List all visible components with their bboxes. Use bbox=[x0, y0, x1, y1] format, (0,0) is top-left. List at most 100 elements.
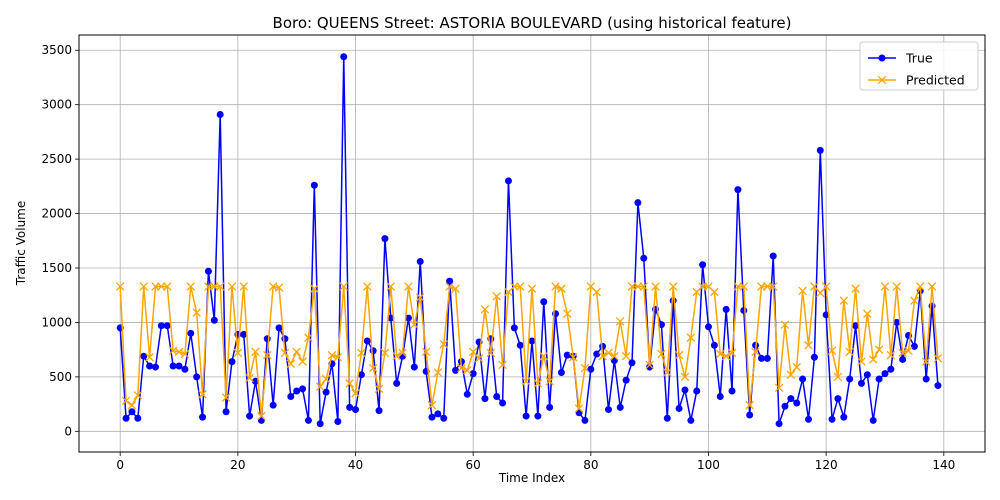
data-point bbox=[604, 406, 612, 414]
data-point bbox=[246, 412, 254, 420]
data-point bbox=[563, 351, 571, 359]
data-point bbox=[398, 348, 407, 358]
data-point bbox=[228, 358, 236, 366]
data-point bbox=[357, 371, 365, 379]
data-point bbox=[910, 296, 919, 305]
data-point bbox=[275, 324, 283, 332]
series-layer bbox=[115, 53, 943, 428]
data-point bbox=[139, 282, 148, 291]
data-point bbox=[299, 385, 307, 393]
data-point bbox=[768, 282, 778, 291]
data-point bbox=[834, 395, 842, 403]
data-point bbox=[486, 348, 496, 358]
data-point bbox=[515, 282, 525, 291]
data-point bbox=[527, 284, 537, 293]
data-point bbox=[445, 282, 454, 291]
data-point bbox=[404, 314, 412, 322]
data-point bbox=[910, 342, 918, 350]
legend-entry-predicted: Predicted bbox=[868, 73, 965, 88]
data-point bbox=[546, 403, 554, 411]
data-point bbox=[463, 390, 471, 398]
data-point bbox=[710, 341, 718, 349]
data-point bbox=[434, 410, 442, 418]
data-point bbox=[380, 348, 390, 358]
data-point bbox=[510, 324, 518, 332]
x-tick-label: 120 bbox=[815, 458, 838, 472]
data-point bbox=[298, 357, 307, 366]
x-tick-label: 140 bbox=[932, 458, 955, 472]
data-point bbox=[216, 110, 224, 118]
plot-frame bbox=[78, 34, 986, 453]
data-point bbox=[852, 322, 860, 330]
data-point bbox=[645, 360, 654, 370]
data-point bbox=[240, 330, 248, 338]
data-point bbox=[598, 351, 607, 361]
data-point bbox=[621, 351, 631, 361]
data-point bbox=[533, 379, 543, 388]
data-point bbox=[863, 309, 872, 318]
data-point bbox=[504, 177, 512, 185]
x-tick-label: 80 bbox=[583, 458, 598, 472]
y-tick-label: 1500 bbox=[41, 261, 72, 275]
data-point bbox=[769, 252, 777, 260]
data-point bbox=[522, 412, 530, 420]
data-point bbox=[381, 235, 389, 243]
data-point bbox=[663, 368, 672, 377]
data-point bbox=[568, 353, 578, 362]
data-point bbox=[734, 186, 742, 194]
data-point bbox=[528, 337, 536, 345]
data-point bbox=[792, 362, 801, 372]
data-point bbox=[604, 348, 613, 358]
data-point bbox=[539, 351, 549, 361]
data-point bbox=[269, 401, 277, 409]
data-point bbox=[310, 284, 319, 293]
data-point bbox=[310, 181, 318, 189]
data-point bbox=[140, 352, 148, 360]
data-point bbox=[128, 408, 136, 416]
data-point bbox=[192, 308, 201, 317]
data-point bbox=[416, 257, 424, 265]
data-point bbox=[634, 199, 642, 207]
data-point bbox=[433, 368, 443, 377]
data-point bbox=[440, 414, 448, 422]
data-point bbox=[521, 376, 531, 386]
data-point bbox=[122, 414, 130, 422]
data-point bbox=[592, 287, 601, 297]
data-point bbox=[263, 350, 272, 360]
y-tick-label: 500 bbox=[49, 370, 72, 384]
legend-box bbox=[859, 41, 979, 91]
legend-marker bbox=[877, 75, 887, 85]
data-point bbox=[386, 282, 396, 291]
data-point bbox=[887, 365, 895, 373]
y-tick-label: 2000 bbox=[41, 207, 72, 221]
y-tick-label: 0 bbox=[64, 424, 72, 438]
data-point bbox=[181, 365, 189, 373]
data-point bbox=[875, 375, 883, 383]
data-point bbox=[251, 347, 260, 357]
data-point bbox=[651, 282, 660, 291]
data-point bbox=[215, 282, 225, 291]
data-point bbox=[799, 375, 807, 383]
data-point bbox=[415, 293, 425, 302]
data-point bbox=[904, 346, 913, 356]
data-point bbox=[304, 416, 312, 424]
data-point bbox=[245, 373, 254, 383]
data-point bbox=[668, 282, 678, 291]
data-point bbox=[899, 355, 907, 363]
legend-marker bbox=[878, 54, 886, 62]
data-point bbox=[746, 411, 754, 419]
data-point bbox=[446, 277, 454, 285]
data-point bbox=[874, 345, 884, 354]
data-point bbox=[346, 403, 354, 411]
data-point bbox=[363, 282, 372, 291]
data-point bbox=[334, 418, 342, 426]
data-point bbox=[174, 347, 184, 357]
data-point bbox=[404, 282, 413, 291]
data-point bbox=[315, 382, 325, 391]
data-point bbox=[793, 399, 801, 407]
x-tick-label: 20 bbox=[230, 458, 245, 472]
data-point bbox=[816, 146, 824, 154]
data-point bbox=[840, 413, 848, 421]
data-point bbox=[763, 354, 771, 362]
